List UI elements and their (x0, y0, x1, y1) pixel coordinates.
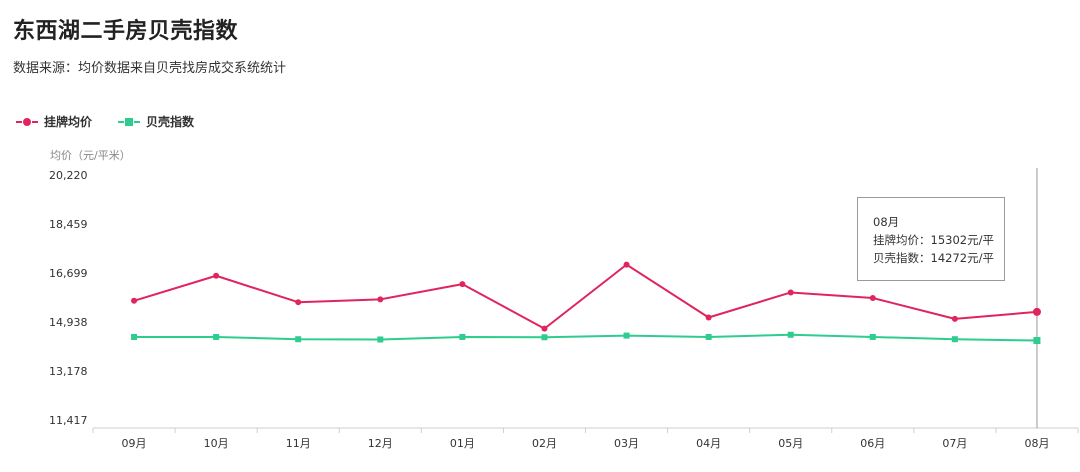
y-tick-label: 13,178 (49, 365, 88, 378)
data-point (131, 297, 138, 304)
page-title: 东西湖二手房贝壳指数 (13, 19, 239, 44)
x-tick-label: 11月 (286, 437, 311, 450)
x-tick-label: 01月 (450, 437, 475, 450)
y-tick-label: 18,459 (49, 218, 88, 231)
x-tick-label: 08月 (1024, 437, 1049, 450)
series-line (133, 263, 1038, 330)
data-point (869, 333, 876, 340)
data-point (295, 299, 302, 306)
data-point (459, 333, 466, 340)
legend-label: 贝壳指数 (146, 115, 195, 129)
legend-marker-square-icon (118, 117, 141, 127)
y-tick-label: 16,699 (49, 267, 88, 280)
data-point (213, 272, 220, 279)
x-tick-label: 09月 (122, 437, 147, 450)
data-point (705, 314, 712, 321)
data-point (131, 333, 138, 340)
data-point (377, 296, 384, 303)
y-tick-label: 11,417 (49, 414, 88, 427)
data-point (213, 333, 220, 340)
x-tick-label: 12月 (368, 437, 393, 450)
chart-tooltip: 08月 挂牌均价：15302元/平 贝壳指数：14272元/平 (857, 197, 1005, 281)
y-tick-label: 20,220 (49, 169, 88, 182)
x-tick-label: 07月 (942, 437, 967, 450)
data-point (1032, 307, 1041, 316)
x-tick-label: 06月 (860, 437, 885, 450)
x-tick-label: 02月 (532, 437, 557, 450)
x-tick-label: 04月 (696, 437, 721, 450)
legend-item-listing[interactable]: 挂牌均价 (16, 113, 92, 130)
data-point (623, 261, 630, 268)
legend-item-index[interactable]: 贝壳指数 (118, 113, 194, 130)
data-point (787, 331, 794, 338)
data-point (705, 333, 712, 340)
tooltip-title: 08月 (873, 215, 900, 229)
legend-label: 挂牌均价 (44, 115, 93, 129)
tooltip-line-index: 贝壳指数：14272元/平 (873, 251, 994, 265)
page-subtitle: 数据来源：均价数据来自贝壳找房成交系统统计 (13, 61, 287, 76)
data-point (541, 334, 548, 341)
data-point (377, 336, 384, 343)
data-point (951, 336, 958, 343)
chart-legend: 挂牌均价 贝壳指数 (16, 113, 194, 130)
x-tick-label: 10月 (204, 437, 229, 450)
data-point (869, 295, 876, 302)
x-tick-label: 05月 (778, 437, 803, 450)
data-point (787, 289, 794, 296)
x-tick-label: 03月 (614, 437, 639, 450)
data-point (951, 315, 958, 322)
data-point (1033, 337, 1041, 345)
data-point (459, 281, 466, 288)
series-line (134, 333, 1037, 342)
data-point (295, 336, 302, 343)
y-axis-title: 均价（元/平米） (50, 149, 131, 162)
tooltip-line-listing: 挂牌均价：15302元/平 (873, 233, 994, 247)
data-point (623, 332, 630, 339)
y-tick-label: 14,938 (49, 316, 88, 329)
data-point (541, 325, 548, 332)
legend-marker-circle-icon (16, 117, 38, 127)
